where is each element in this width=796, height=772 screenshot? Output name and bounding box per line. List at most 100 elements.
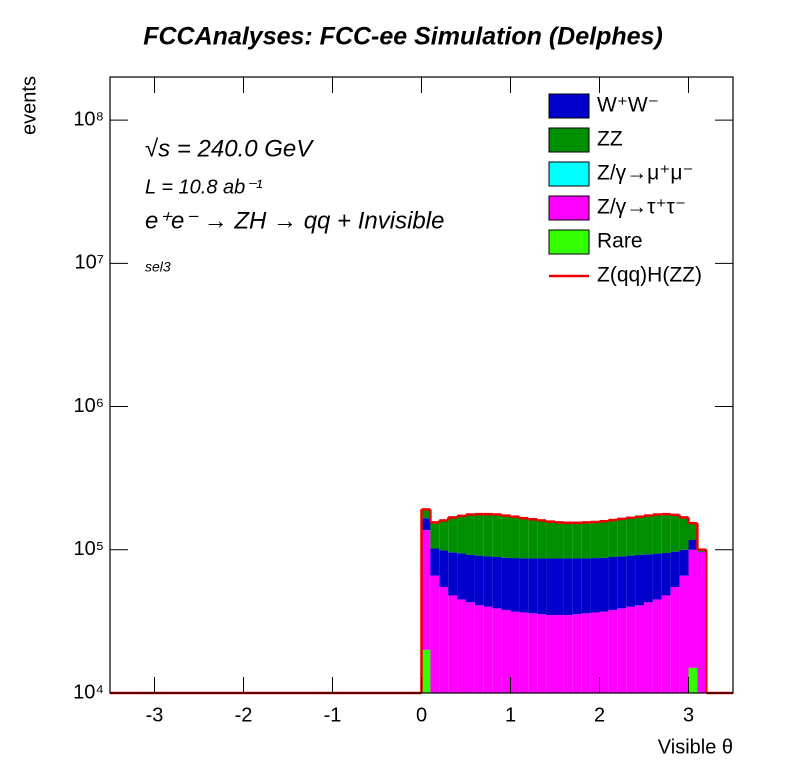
y-tick-label: 10⁵	[73, 538, 104, 560]
legend-label: Z/γ→τ⁺τ⁻	[597, 196, 686, 219]
histogram-bar	[439, 550, 449, 587]
histogram-bar	[670, 586, 680, 693]
histogram-bar	[688, 549, 698, 668]
histogram-bar	[644, 554, 653, 603]
histogram-bar	[466, 554, 475, 603]
histogram-bar	[635, 605, 644, 693]
chart-title: FCCAnalyses: FCC-ee Simulation (Delphes)	[143, 23, 663, 51]
histogram-bar	[555, 522, 564, 559]
histogram-bar	[661, 595, 671, 693]
x-tick-label: 3	[683, 704, 694, 726]
histogram-bar	[697, 552, 707, 693]
histogram-bar	[599, 521, 609, 558]
histogram-bar	[572, 614, 582, 693]
legend-swatch	[548, 127, 590, 153]
legend-label: Rare	[597, 230, 643, 253]
legend-label: ZZ	[597, 128, 623, 151]
histogram-bar	[617, 519, 627, 557]
legend: W⁺W⁻ ZZ Z/γ→μ⁺μ⁻ Z/γ→τ⁺τ⁻ Rare Z(qq)H(ZZ)	[548, 93, 702, 287]
histogram-bar	[483, 514, 493, 557]
histogram-bar	[608, 609, 618, 693]
histogram-bar	[617, 556, 627, 609]
x-tick-label: 2	[594, 704, 605, 726]
histogram-bar	[421, 509, 431, 519]
annotation: sel3	[145, 259, 171, 275]
histogram-bar	[688, 523, 698, 541]
histogram-bar	[448, 517, 458, 553]
histogram-bar	[466, 602, 475, 693]
histogram-bar	[661, 514, 671, 553]
histogram-bar	[430, 575, 440, 693]
histogram-bar	[626, 517, 636, 556]
histogram-bar	[448, 552, 458, 596]
histogram-bar	[492, 514, 502, 558]
x-tick-label: 0	[416, 704, 427, 726]
histogram-bar	[590, 558, 600, 613]
histogram-bar	[670, 514, 680, 552]
histogram-bar	[483, 606, 493, 693]
histogram-bar	[510, 516, 520, 559]
x-axis-label: Visible θ	[658, 736, 733, 758]
histogram-bar	[492, 557, 502, 609]
y-tick-label: 10⁸	[73, 108, 104, 130]
legend-label: Z(qq)H(ZZ)	[597, 264, 702, 287]
histogram-bar	[581, 613, 591, 693]
legend-swatch	[548, 161, 590, 187]
histogram-bar	[572, 522, 582, 559]
y-axis-label: events	[18, 76, 40, 135]
histogram-bar	[537, 614, 547, 693]
legend-swatch	[548, 195, 590, 221]
histogram-bar	[537, 520, 547, 559]
legend-label: Z/γ→μ⁺μ⁻	[597, 162, 694, 185]
histogram-bar	[581, 558, 591, 614]
histogram-bar	[635, 516, 644, 555]
histogram-bar	[590, 522, 600, 559]
y-tick-label: 10⁴	[73, 681, 104, 703]
histogram-bar	[563, 522, 573, 559]
histogram-bar	[510, 611, 520, 693]
annotation: √s = 240.0 GeV	[145, 135, 314, 162]
histogram-bar	[590, 612, 600, 693]
histogram-bar	[546, 521, 555, 559]
histogram-bar	[492, 608, 502, 693]
histogram-bar	[421, 530, 431, 650]
histogram-bar	[546, 615, 555, 693]
histogram-bar	[608, 520, 618, 558]
histogram-bar	[555, 615, 564, 693]
histogram-bar	[519, 518, 529, 559]
histogram-bar	[644, 515, 653, 555]
histogram-bar	[528, 558, 538, 614]
histogram-bar	[652, 514, 662, 554]
histogram-bar	[501, 557, 511, 610]
x-tick-label: 1	[505, 704, 516, 726]
histogram-bar	[457, 516, 466, 554]
histogram-bar	[474, 555, 484, 606]
y-tick-label: 10⁷	[75, 252, 104, 274]
histogram-bar	[430, 548, 440, 576]
histogram-bar	[555, 558, 564, 616]
histogram-bar	[519, 612, 529, 693]
histogram-bar	[652, 599, 662, 693]
plot-area	[110, 508, 733, 695]
histogram-bar	[510, 558, 520, 612]
histogram-bar	[439, 520, 449, 551]
histogram-bar	[572, 558, 582, 615]
histogram-bar	[519, 558, 529, 613]
histogram-bar	[528, 613, 538, 693]
histogram-bar	[457, 553, 466, 600]
histogram-bar	[501, 609, 511, 693]
annotation: L = 10.8 ab⁻¹	[145, 176, 263, 198]
histogram-bar	[439, 586, 449, 693]
histogram-bar	[688, 667, 698, 693]
histogram-bar	[457, 599, 466, 693]
histogram-bar	[546, 558, 555, 616]
histogram-bar	[430, 522, 440, 549]
histogram-bar	[626, 555, 636, 607]
histogram-bar	[501, 515, 511, 558]
histogram-bar	[644, 602, 653, 693]
x-tick-label: -3	[146, 704, 164, 726]
histogram-bar	[466, 514, 475, 555]
histogram-bar	[599, 557, 609, 612]
histogram-bar	[679, 517, 689, 550]
